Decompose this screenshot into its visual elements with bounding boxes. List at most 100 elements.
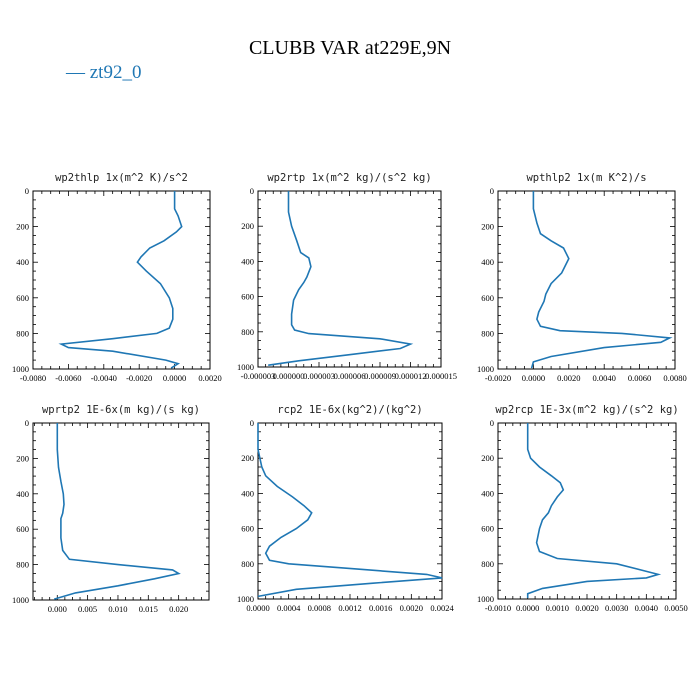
x-tick-label: 0.000003	[303, 371, 335, 381]
y-tick-label: 600	[16, 293, 29, 303]
x-tick-label: 0.0040	[635, 603, 658, 613]
x-tick-label: -0.000003	[241, 371, 276, 381]
y-tick-label: 0	[25, 186, 29, 196]
x-tick-label: 0.0030	[605, 603, 628, 613]
x-tick-label: 0.0000	[246, 603, 269, 613]
x-tick-label: 0.0050	[664, 603, 687, 613]
x-tick-label: 0.000012	[395, 371, 427, 381]
panel-title: wp2rcp 1E-3x(m^2 kg)/(s^2 kg)	[495, 404, 678, 416]
panel-1: wp2thlp 1x(m^2 K)/s^202004006008001000-0…	[12, 172, 222, 383]
x-tick-label: 0.015	[139, 604, 158, 614]
panel-title: rcp2 1E-6x(kg^2)/(kg^2)	[277, 404, 422, 416]
x-tick-label: 0.0020	[198, 373, 221, 383]
panel-3: wpthlp2 1x(m K^2)/s 0 200 400 600 800 1000-0.0…	[477, 172, 687, 383]
panel-title: wpthlp2 1x(m K^2)/s	[526, 172, 646, 184]
y-tick-label: 200	[241, 221, 254, 231]
x-tick-label: 0.0020	[575, 603, 598, 613]
y-tick-label: 0	[490, 418, 494, 428]
y-tick-label: 600	[16, 524, 29, 534]
x-tick-label: 0.000009	[364, 371, 396, 381]
x-tick-label: 0.0020	[400, 603, 423, 613]
x-tick-label: 0.0024	[430, 603, 454, 613]
x-tick-label: 0.0008	[308, 603, 331, 613]
x-tick-label: -0.0040	[91, 373, 117, 383]
y-tick-label: 1000	[237, 594, 254, 604]
y-tick-label: 400	[16, 489, 29, 499]
x-tick-label: 0.010	[108, 604, 127, 614]
panel-title: wprtp2 1E-6x(m kg)/(s kg)	[42, 404, 200, 416]
y-tick-label: 800	[16, 560, 29, 570]
y-tick-label: 800	[16, 328, 29, 338]
legend-entry: — zt92_0	[65, 62, 141, 83]
panels: wp2thlp 1x(m^2 K)/s^202004006008001000-0…	[12, 172, 688, 614]
x-tick-label: 0.0010	[546, 603, 569, 613]
x-tick-label: 0.000	[48, 604, 67, 614]
x-tick-label: 0.0016	[369, 603, 392, 613]
panel-2: wp2rtp 1x(m^2 kg)/(s^2 kg) 0 200 400 600 800 1…	[237, 172, 457, 381]
y-tick-label: 200	[16, 453, 29, 463]
panel-4: wprtp2 1E-6x(m kg)/(s kg) 0 200 400 600 800 10…	[12, 404, 210, 614]
figure-title: CLUBB VAR at229E,9N	[249, 37, 451, 59]
y-tick-label: 200	[241, 453, 254, 463]
series-line-1	[530, 191, 673, 369]
x-tick-label: 0.0080	[663, 373, 686, 383]
x-tick-label: -0.0060	[55, 373, 81, 383]
y-tick-label: 200	[16, 222, 29, 232]
y-tick-label: 1000	[237, 362, 254, 372]
x-tick-label: -0.0080	[20, 373, 46, 383]
x-tick-label: 0.000006	[334, 371, 366, 381]
series-line-1	[58, 191, 183, 369]
y-tick-label: 800	[241, 327, 254, 337]
x-tick-label: 0.000000	[273, 371, 305, 381]
x-tick-label: 0.0040	[593, 373, 616, 383]
y-tick-label: 0	[490, 186, 494, 196]
x-tick-label: 0.0000	[516, 603, 539, 613]
x-tick-label: 0.0004	[277, 603, 301, 613]
y-tick-label: 400	[481, 257, 494, 267]
y-tick-label: 800	[241, 559, 254, 569]
y-tick-label: 400	[241, 256, 254, 266]
panel-6: wp2rcp 1E-3x(m^2 kg)/(s^2 kg)0 200 400 600 8…	[477, 404, 688, 613]
y-tick-label: 600	[481, 524, 494, 534]
y-tick-label: 200	[481, 222, 494, 232]
y-tick-label: 0	[250, 186, 254, 196]
y-tick-label: 600	[481, 293, 494, 303]
y-tick-label: 600	[241, 292, 254, 302]
panel-title: wp2thlp 1x(m^2 K)/s^2	[55, 172, 188, 184]
y-tick-label: 200	[481, 453, 494, 463]
x-tick-label: 0.000015	[425, 371, 457, 381]
x-tick-label: -0.0010	[485, 603, 511, 613]
x-tick-label: 0.020	[169, 604, 188, 614]
y-tick-label: 1000	[12, 595, 29, 605]
series-line-1	[257, 423, 443, 598]
x-tick-label: -0.0020	[485, 373, 511, 383]
plot-frame	[497, 190, 676, 370]
x-tick-label: 0.0000	[163, 373, 186, 383]
plot-frame	[257, 190, 442, 368]
plot-frame	[257, 422, 443, 600]
y-tick-label: 800	[481, 559, 494, 569]
panel-5: rcp2 1E-6x(kg^2)/(kg^2) 0 200 400 600 800 1000…	[237, 404, 454, 613]
x-tick-label: 0.005	[78, 604, 97, 614]
y-tick-label: 0	[250, 418, 254, 428]
x-tick-label: -0.0020	[126, 373, 152, 383]
y-tick-label: 800	[481, 328, 494, 338]
y-tick-label: 400	[241, 488, 254, 498]
y-tick-label: 400	[16, 257, 29, 267]
y-tick-label: 1000	[477, 594, 494, 604]
panel-title: wp2rtp 1x(m^2 kg)/(s^2 kg)	[267, 172, 431, 184]
y-tick-label: 1000	[12, 364, 29, 374]
plot-frame	[32, 422, 210, 601]
y-tick-label: 1000	[477, 364, 494, 374]
y-tick-label: 400	[481, 488, 494, 498]
plot-frame	[32, 190, 211, 370]
y-tick-label: 600	[241, 524, 254, 534]
series-line-1	[53, 423, 181, 600]
x-tick-label: 0.0000	[522, 373, 545, 383]
x-tick-label: 0.0020	[557, 373, 580, 383]
series-line-1	[268, 191, 414, 366]
x-tick-label: 0.0012	[338, 603, 361, 613]
x-tick-label: 0.0060	[628, 373, 651, 383]
y-tick-label: 0	[25, 418, 29, 428]
